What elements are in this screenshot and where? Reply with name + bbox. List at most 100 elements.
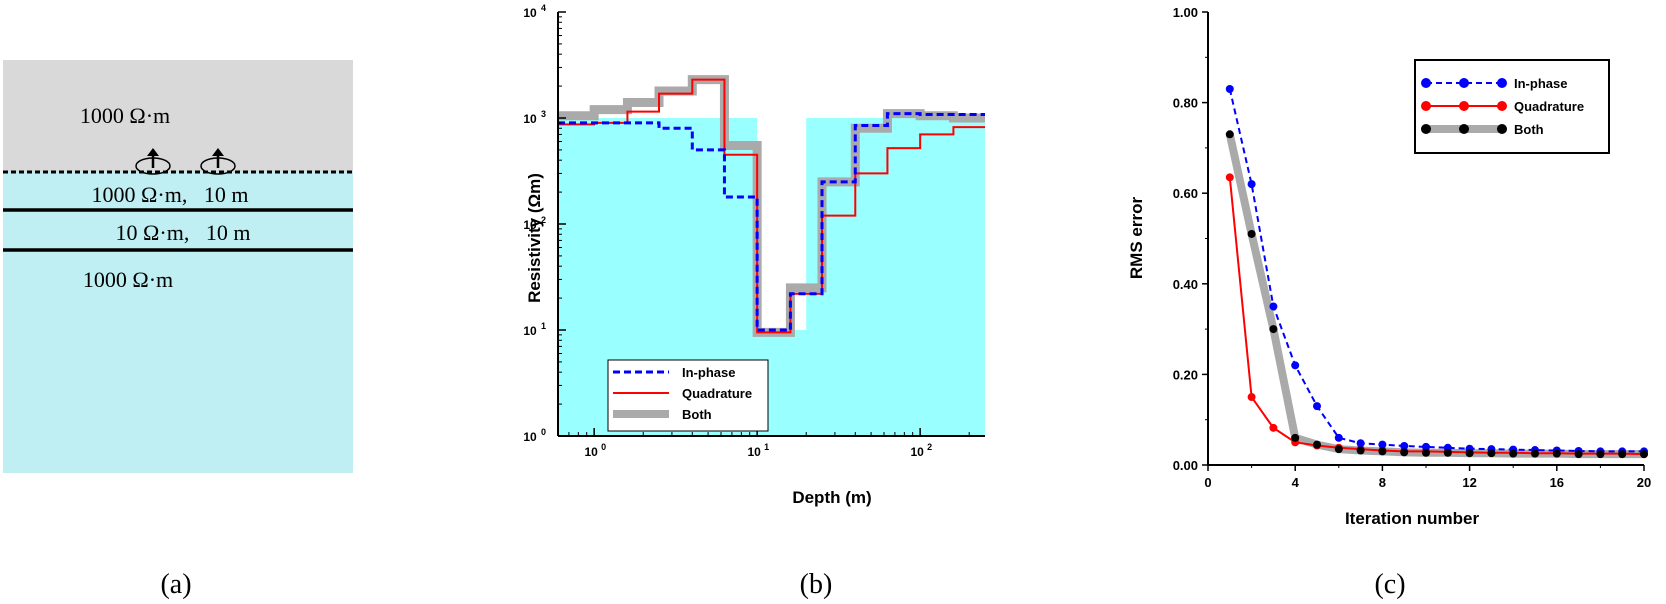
x-tick-exponent: 0	[601, 442, 606, 452]
tick-labels: 10 010 110 210 310 410 0 10 1 10 2	[523, 3, 932, 459]
true-model-fill	[558, 118, 985, 436]
series-group	[558, 75, 985, 337]
point-quadrature	[1269, 423, 1278, 432]
point-in-phase	[1313, 402, 1321, 411]
point-both	[1422, 448, 1430, 457]
legend-marker-quadrature	[1421, 101, 1431, 111]
series-quadrature	[558, 78, 985, 334]
point-both	[1443, 448, 1452, 457]
legend-marker-both	[1497, 124, 1507, 134]
x-tick-label: 4	[1292, 475, 1300, 490]
legend-marker-in-phase	[1459, 78, 1469, 88]
legend-marker-quadrature	[1497, 101, 1507, 111]
y-tick-label: 0.20	[1173, 367, 1198, 382]
point-in-phase	[1356, 439, 1365, 448]
caption-b: (b)	[800, 569, 833, 600]
point-both	[1531, 449, 1539, 458]
tick-labels: 0.00 0.20 0.40 0.60 0.80 1.00 0 4 8 12 16 20	[1173, 5, 1652, 490]
x-tick-label: 16	[1550, 475, 1564, 490]
point-in-phase	[1378, 440, 1387, 449]
point-in-phase	[1291, 361, 1300, 370]
legend: In-phase Quadrature Both	[1414, 59, 1610, 154]
point-both	[1356, 446, 1365, 455]
panel-a-model: 1000 Ω·m 1000 Ω·m, 10 m 10 Ω·m, 10 m 100…	[3, 60, 353, 600]
x-tick-exponent: 1	[764, 442, 769, 452]
point-in-phase	[1269, 302, 1278, 311]
y-tick-label: 0.40	[1173, 277, 1198, 292]
y-tick-label: 0.80	[1173, 96, 1198, 111]
legend-label-in-phase: In-phase	[1514, 76, 1567, 91]
point-both	[1574, 450, 1583, 459]
point-both	[1487, 449, 1496, 458]
y-tick-label: 10	[523, 112, 537, 126]
point-both	[1465, 449, 1474, 458]
true-model-area	[558, 118, 985, 436]
legend-label-quadrature: Quadrature	[1514, 99, 1584, 114]
caption-c: (c)	[1374, 569, 1405, 600]
series-group	[1225, 85, 1648, 459]
y-tick-label: 0.60	[1173, 186, 1198, 201]
legend-label-in-phase: In-phase	[682, 365, 735, 380]
legend-marker-in-phase	[1497, 78, 1507, 88]
y-tick-label: 10	[523, 6, 537, 20]
y-tick-exponent: 4	[541, 3, 546, 13]
point-both	[1334, 445, 1343, 454]
point-both	[1247, 229, 1256, 238]
air-layer-label: 1000 Ω·m	[80, 103, 170, 128]
y-tick-label: 10	[523, 430, 537, 444]
legend-marker-quadrature	[1459, 101, 1469, 111]
point-both	[1509, 449, 1518, 458]
series-in-phase	[558, 112, 985, 332]
air-region	[3, 60, 353, 172]
legend-label-quadrature: Quadrature	[682, 386, 752, 401]
point-both	[1640, 450, 1648, 459]
basement-label: 1000 Ω·m	[83, 267, 173, 292]
legend-marker-both	[1459, 124, 1469, 134]
point-both	[1552, 449, 1561, 458]
x-tick-label: 8	[1379, 475, 1386, 490]
point-both	[1313, 440, 1321, 449]
y-tick-exponent: 1	[541, 321, 546, 331]
point-in-phase	[1334, 433, 1343, 442]
point-both	[1225, 130, 1234, 139]
point-both	[1378, 447, 1387, 456]
point-both	[1596, 450, 1605, 459]
x-tick-label: 10	[747, 445, 761, 459]
x-axis-label: Iteration number	[1345, 509, 1480, 528]
legend-label-both: Both	[682, 407, 712, 422]
series-both	[1225, 133, 1644, 459]
y-tick-label: 10	[523, 218, 537, 232]
point-both	[1269, 325, 1278, 334]
point-in-phase	[1400, 441, 1409, 450]
y-axis-label: RMS error	[1127, 197, 1146, 280]
point-in-phase	[1225, 85, 1234, 94]
x-tick-label: 10	[910, 445, 924, 459]
layer2-label: 10 Ω·m, 10 m	[116, 220, 251, 245]
series-in-phase	[1228, 88, 1644, 453]
legend-marker-in-phase	[1421, 78, 1431, 88]
x-tick-label: 10	[584, 445, 598, 459]
point-in-phase	[1422, 442, 1430, 451]
earth-region	[3, 172, 353, 473]
x-tick-exponent: 2	[927, 442, 932, 452]
point-both	[1618, 450, 1627, 459]
x-axis-label: Depth (m)	[792, 488, 871, 507]
point-both	[1291, 433, 1300, 442]
legend-label-both: Both	[1514, 122, 1544, 137]
axes	[557, 11, 985, 437]
layer1-label: 1000 Ω·m, 10 m	[92, 182, 249, 207]
y-tick-exponent: 3	[541, 109, 546, 119]
point-in-phase	[1247, 180, 1256, 189]
legend: In-phase Quadrature Both	[607, 359, 769, 432]
y-tick-label: 10	[523, 324, 537, 338]
x-tick-label: 20	[1637, 475, 1651, 490]
point-quadrature	[1247, 393, 1256, 402]
y-tick-label: 1.00	[1173, 5, 1198, 20]
y-tick-exponent: 2	[541, 215, 546, 225]
legend-box	[607, 359, 769, 432]
y-axis-label: Resistivity (Ωm)	[525, 173, 544, 303]
panel-c-rms-chart: 0.00 0.20 0.40 0.60 0.80 1.00 0 4 8 12 16 20 Iterat…	[1127, 5, 1651, 600]
panel-b-resistivity-chart: 10 010 110 210 310 410 0 10 1 10 2 Depth (m) Resis…	[523, 3, 985, 600]
point-both	[1400, 448, 1409, 457]
